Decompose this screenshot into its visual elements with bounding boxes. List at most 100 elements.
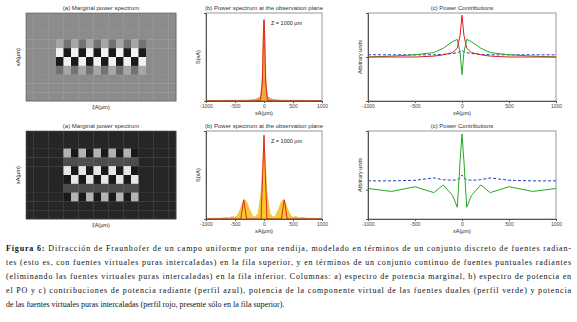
cell — [49, 75, 57, 84]
x-tick-label: -500 — [410, 103, 420, 109]
cell — [139, 193, 147, 202]
cell — [64, 22, 72, 31]
x-tick: 1000 — [317, 101, 328, 109]
x-axis-title: ξA(μm) — [92, 104, 110, 111]
cell — [71, 83, 79, 92]
cell — [116, 75, 124, 84]
heatmap — [26, 13, 176, 101]
cell — [146, 92, 154, 101]
cell — [161, 184, 169, 193]
cell — [101, 210, 109, 219]
cell — [94, 57, 102, 66]
cell — [64, 201, 72, 210]
x-tick: -500 — [410, 101, 420, 109]
cell — [34, 210, 42, 219]
y-axis-title: Arbitrary units — [357, 40, 363, 74]
cell — [124, 57, 132, 66]
x-axis: -1000-50005001000 — [362, 219, 562, 227]
panel-title: (b) Power spectrum at the observation pl… — [205, 123, 324, 129]
cell — [86, 131, 94, 140]
cell — [56, 184, 64, 193]
cell — [169, 57, 177, 66]
cell — [146, 22, 154, 31]
cell — [124, 48, 132, 57]
cell — [124, 39, 132, 48]
cell — [116, 157, 124, 166]
x-tick-label: 1000 — [317, 103, 328, 109]
cell — [116, 140, 124, 149]
cell — [71, 201, 79, 210]
cell — [161, 193, 169, 202]
cell — [34, 13, 42, 22]
cell — [26, 39, 34, 48]
x-tick: -1000 — [362, 101, 375, 109]
x-tick: -500 — [410, 219, 420, 227]
line — [368, 50, 556, 54]
cell — [109, 201, 117, 210]
cell — [49, 166, 57, 175]
cell — [116, 193, 124, 202]
cell — [86, 175, 94, 184]
cell — [146, 193, 154, 202]
cell — [116, 22, 124, 31]
cell — [71, 75, 79, 84]
cell — [139, 83, 147, 92]
cell — [41, 13, 49, 22]
x-axis-title: xA(μm) — [453, 228, 471, 234]
cell — [79, 140, 87, 149]
cell — [161, 157, 169, 166]
cell — [154, 149, 162, 158]
y-tick-mark — [204, 219, 206, 220]
cell — [79, 31, 87, 40]
cell — [161, 83, 169, 92]
cell — [124, 157, 132, 166]
x-tick: 500 — [505, 219, 514, 227]
cell — [139, 149, 147, 158]
cell — [116, 66, 124, 75]
cell — [131, 193, 139, 202]
line — [206, 135, 322, 219]
cell — [124, 31, 132, 40]
cell — [26, 83, 34, 92]
x-tick: 500 — [289, 101, 298, 109]
cell — [64, 131, 72, 140]
cell — [64, 92, 72, 101]
cell — [146, 39, 154, 48]
cell — [109, 193, 117, 202]
cell — [109, 48, 117, 57]
cell — [56, 75, 64, 84]
y-axis-title: S(xA) — [195, 168, 201, 182]
figure: (a) Marginal power spectrumξA(μm)xA(μm)(… — [0, 0, 577, 322]
cell — [154, 13, 162, 22]
cell — [79, 66, 87, 75]
cell — [34, 75, 42, 84]
x-tick-label: -500 — [410, 221, 420, 227]
cell — [146, 83, 154, 92]
cell — [169, 92, 177, 101]
cell — [109, 157, 117, 166]
cell — [86, 31, 94, 40]
cell — [101, 149, 109, 158]
cell — [26, 75, 34, 84]
cell — [71, 22, 79, 31]
cell — [161, 201, 169, 210]
cell — [146, 13, 154, 22]
cell — [154, 157, 162, 166]
x-tick-label: -1000 — [362, 221, 375, 227]
cell — [169, 184, 177, 193]
x-tick: 0 — [263, 219, 266, 227]
cell — [109, 210, 117, 219]
cell — [49, 157, 57, 166]
cell — [94, 210, 102, 219]
cell — [34, 22, 42, 31]
cell — [56, 131, 64, 140]
cell — [79, 48, 87, 57]
cell — [101, 92, 109, 101]
cell — [79, 22, 87, 31]
plot-area — [206, 135, 322, 219]
cell — [56, 210, 64, 219]
cell — [34, 92, 42, 101]
line — [206, 20, 322, 101]
cell — [169, 157, 177, 166]
cell — [146, 31, 154, 40]
